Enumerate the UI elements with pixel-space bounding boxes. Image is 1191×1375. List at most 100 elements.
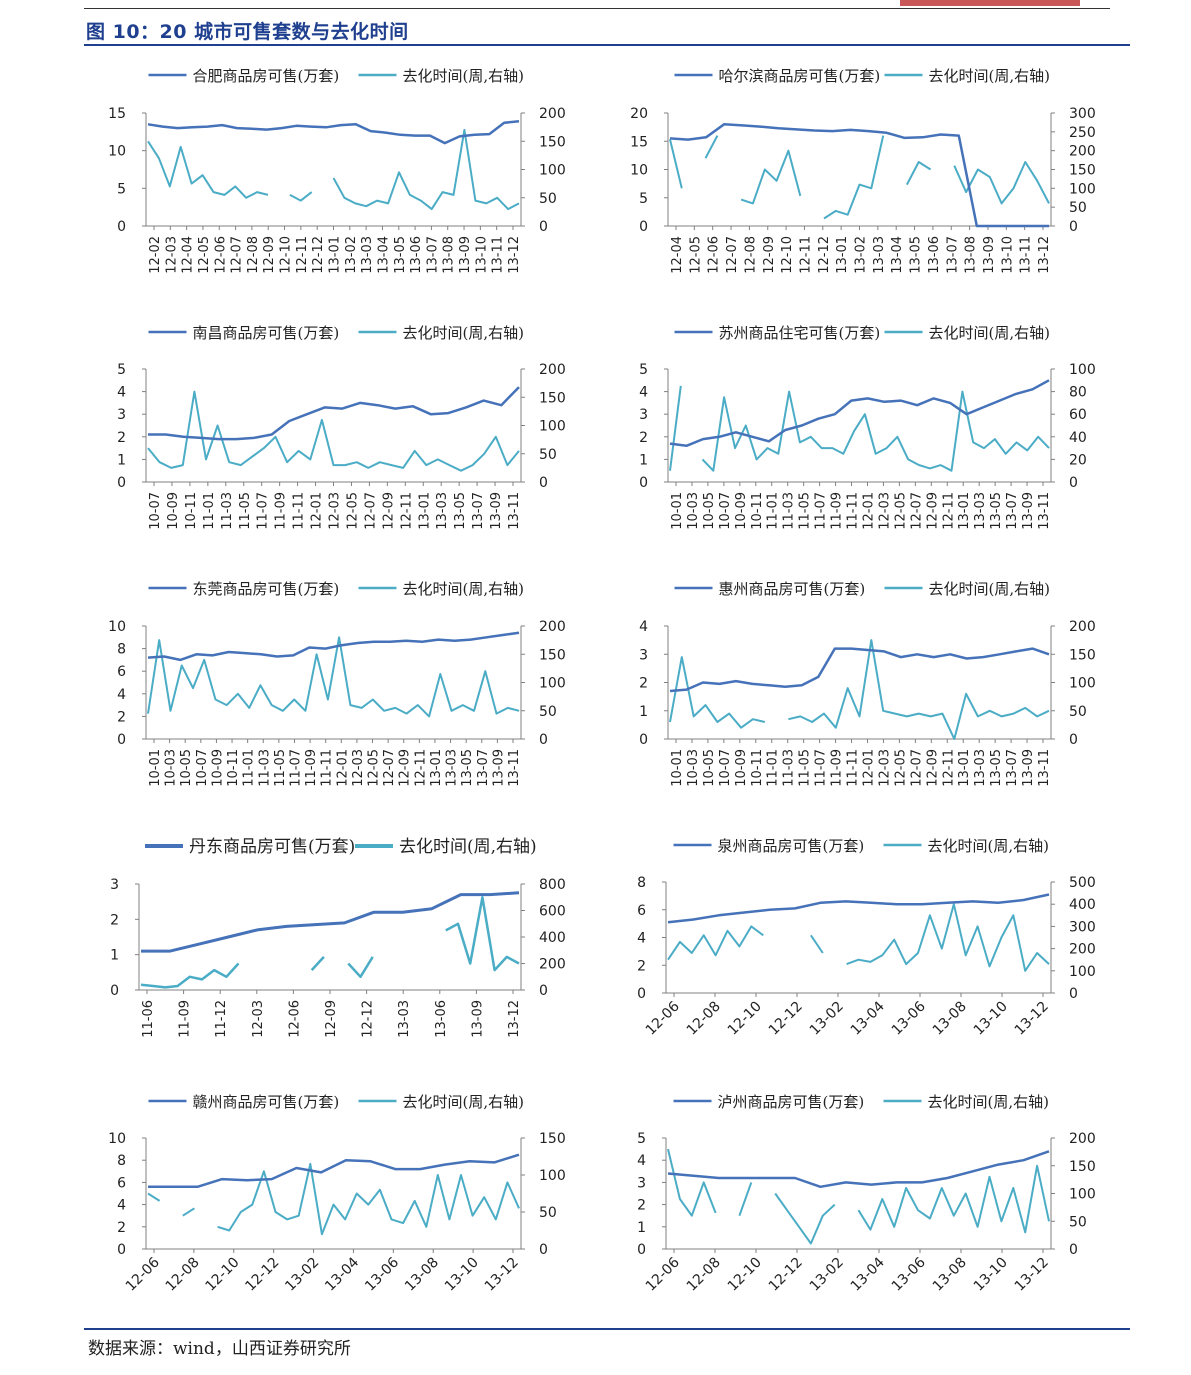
legend-label-turnover: 去化时间(周,右轴) [403, 1093, 524, 1111]
series-supply-line [141, 891, 520, 953]
x-tick-label: 13-10 [474, 236, 489, 274]
x-tick-label: 13-07 [945, 236, 960, 274]
series-supply-line [147, 631, 520, 662]
x-tick-label: 13-09 [458, 236, 473, 274]
series-turnover-line [669, 385, 1050, 472]
chart-legend: 泸州商品房可售(万套) 去化时间(周,右轴) [673, 1093, 1049, 1111]
x-tick-label: 10-01 [148, 749, 163, 787]
x-tick-label: 13-04 [848, 1254, 888, 1294]
chart-panel-3: 南昌商品房可售(万套) 去化时间(周,右轴)0123450501001502001… [117, 324, 566, 530]
y-tick-label: 2 [639, 676, 648, 692]
legend-label-supply: 丹东商品房可售(万套) [189, 837, 355, 857]
y2-tick-label: 50 [1069, 704, 1087, 720]
chart-legend: 泉州商品房可售(万套) 去化时间(周,右轴) [673, 837, 1049, 855]
y2-tick-label: 200 [539, 362, 566, 378]
x-tick-label: 11-01 [242, 749, 257, 787]
x-tick-label: 10-11 [184, 492, 199, 530]
x-tick-label: 10-07 [195, 749, 210, 787]
x-tick-label: 12-11 [798, 236, 813, 274]
y-tick-label: 5 [639, 362, 648, 378]
y-tick-label: 0 [639, 475, 648, 491]
x-tick-label: 11-09 [830, 492, 845, 530]
footer-rule [84, 1328, 1130, 1330]
x-tick-label: 11-09 [304, 749, 319, 787]
y2-tick-label: 100 [539, 163, 566, 179]
x-tick-label: 13-12 [1037, 236, 1052, 274]
y2-tick-label: 100 [539, 419, 566, 435]
legend-label-supply: 哈尔滨商品房可售(万套) [719, 67, 881, 85]
legend-label-supply: 东莞商品房可售(万套) [193, 580, 340, 598]
y2-tick-label: 100 [1069, 362, 1096, 378]
x-tick-label: 12-08 [163, 1255, 203, 1295]
x-tick-label: 13-12 [1012, 999, 1052, 1039]
legend-label-turnover: 去化时间(周,右轴) [929, 67, 1050, 85]
y-tick-label: 2 [117, 430, 126, 446]
y2-tick-label: 0 [1069, 1242, 1078, 1258]
x-tick-label: 12-05 [688, 236, 703, 274]
x-tick-label: 13-03 [435, 492, 450, 530]
x-tick-label: 13-02 [854, 236, 869, 274]
x-tick-label: 12-05 [893, 749, 908, 787]
chart-legend: 南昌商品房可售(万套) 去化时间(周,右轴) [148, 324, 524, 342]
y-tick-label: 2 [637, 958, 646, 974]
y-tick-label: 6 [117, 1175, 126, 1191]
y2-tick-label: 150 [539, 134, 566, 150]
series-supply-line [669, 379, 1050, 448]
y2-tick-label: 800 [539, 877, 566, 893]
x-tick-label: 12-03 [251, 1000, 266, 1038]
legend-label-turnover: 去化时间(周,右轴) [403, 324, 524, 342]
y2-tick-label: 200 [1069, 619, 1096, 635]
x-tick-label: 12-06 [213, 236, 228, 274]
y2-tick-label: 20 [1069, 452, 1087, 468]
x-tick-label: 13-12 [482, 1255, 522, 1295]
legend-label-supply: 赣州商品房可售(万套) [193, 1093, 340, 1111]
chart-legend: 惠州商品房可售(万套) 去化时间(周,右轴) [674, 580, 1050, 598]
x-tick-label: 10-05 [702, 492, 717, 530]
x-tick-label: 13-03 [872, 236, 887, 274]
x-tick-label: 13-09 [1021, 492, 1036, 530]
x-tick-label: 11-06 [141, 1000, 156, 1038]
series-turnover-line [147, 390, 520, 472]
x-tick-label: 13-04 [322, 1254, 362, 1294]
x-tick-label: 11-07 [256, 492, 271, 530]
y-tick-label: 4 [117, 1198, 126, 1214]
series-turnover-line [147, 1162, 520, 1236]
x-tick-label: 13-01 [417, 492, 432, 530]
chart-panel-2: 哈尔滨商品房可售(万套) 去化时间(周,右轴)051015200501001502… [630, 67, 1096, 274]
x-tick-label: 12-12 [817, 236, 832, 274]
x-tick-label: 12-10 [725, 1255, 765, 1295]
x-tick-label: 13-01 [429, 749, 444, 787]
x-tick-label: 13-09 [489, 492, 504, 530]
y-tick-label: 3 [637, 1175, 646, 1191]
x-tick-label: 12-10 [203, 1255, 243, 1295]
y-tick-label: 10 [108, 1131, 126, 1147]
y-tick-label: 1 [110, 948, 119, 964]
x-tick-label: 12-09 [925, 749, 940, 787]
x-tick-label: 13-02 [807, 999, 847, 1039]
x-tick-label: 13-08 [442, 236, 457, 274]
x-tick-label: 13-09 [1021, 749, 1036, 787]
x-tick-label: 13-05 [393, 236, 408, 274]
y2-tick-label: 60 [1069, 407, 1087, 423]
x-tick-label: 12-11 [941, 749, 956, 787]
x-tick-label: 11-01 [202, 492, 217, 530]
x-tick-label: 12-01 [861, 492, 876, 530]
x-tick-label: 12-08 [246, 236, 261, 274]
y-tick-label: 4 [117, 385, 126, 401]
y2-tick-label: 80 [1069, 385, 1087, 401]
y2-tick-label: 200 [539, 957, 566, 973]
x-tick-label: 10-09 [734, 492, 749, 530]
y2-tick-label: 100 [1069, 1187, 1096, 1203]
x-tick-label: 12-03 [877, 492, 892, 530]
x-tick-label: 13-04 [890, 236, 905, 274]
y-tick-label: 0 [637, 986, 646, 1002]
x-tick-label: 13-05 [909, 236, 924, 274]
y-tick-label: 5 [639, 191, 648, 207]
series-turnover-line [667, 1148, 1050, 1245]
y-tick-label: 10 [108, 144, 126, 160]
x-tick-label: 13-09 [982, 236, 997, 274]
x-tick-label: 13-08 [402, 1255, 442, 1295]
x-tick-label: 10-07 [148, 492, 163, 530]
y2-tick-label: 500 [1069, 875, 1096, 891]
